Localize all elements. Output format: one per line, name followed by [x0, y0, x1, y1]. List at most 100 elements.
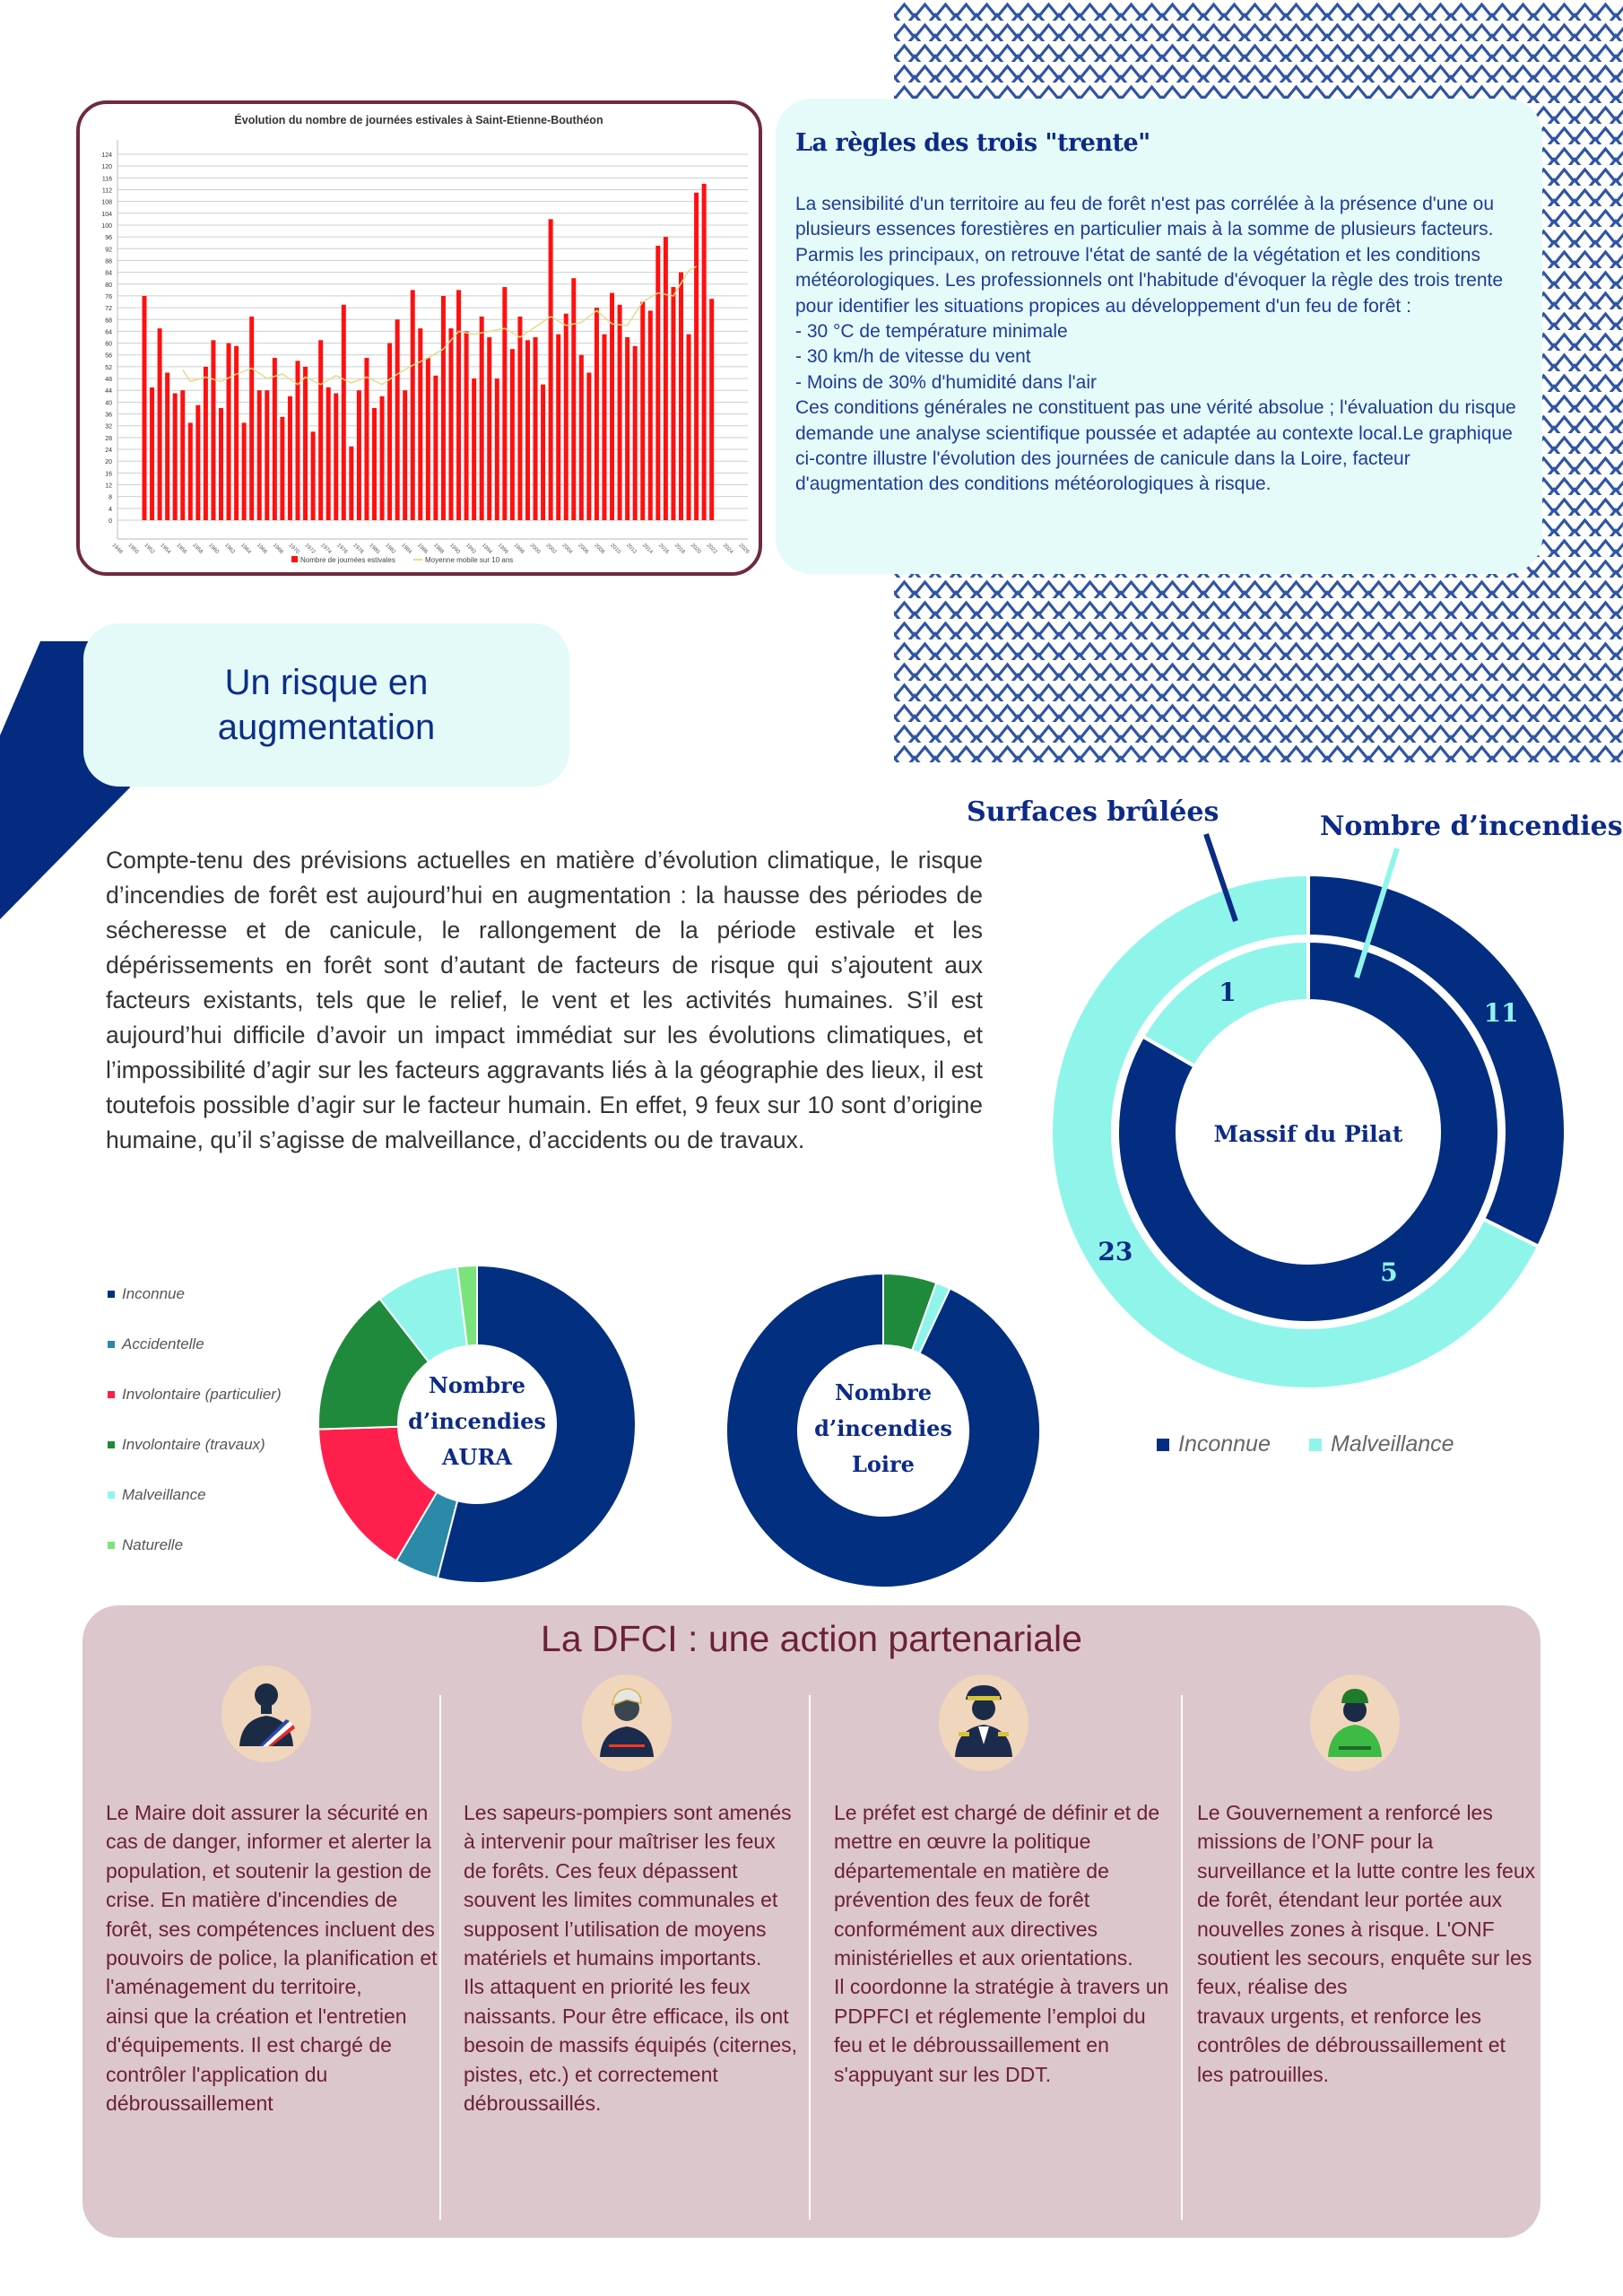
- y-tick-label: 104: [101, 212, 112, 218]
- x-tick-label: 1960: [207, 543, 220, 555]
- dfci-text-onf: Le Gouvernement a renforcé les missions …: [1197, 1801, 1536, 2086]
- legend-swatch: [108, 1341, 115, 1348]
- rule-body: La sensibilité d'un territoire au feu de…: [795, 194, 1516, 495]
- bar: [464, 331, 469, 520]
- bar: [448, 328, 454, 520]
- y-tick-label: 116: [102, 176, 112, 182]
- x-tick-label: 1974: [320, 543, 333, 555]
- legend-label: Involontaire (particulier): [122, 1386, 282, 1403]
- bar: [334, 393, 339, 520]
- summer-days-chart-card: Évolution du nombre de journées estivale…: [76, 100, 762, 576]
- bar: [594, 308, 599, 520]
- bar: [287, 396, 292, 520]
- bar: [709, 299, 715, 520]
- x-tick-label: 1984: [400, 543, 412, 555]
- bar: [372, 407, 377, 520]
- risk-heading-card: Un risque en augmentation: [83, 623, 569, 787]
- bar: [640, 301, 646, 520]
- bar: [272, 358, 277, 520]
- bar: [610, 292, 615, 520]
- legend-item-malveillance: Malveillance: [1309, 1431, 1454, 1457]
- bar: [364, 358, 369, 520]
- bar: [479, 316, 484, 520]
- y-tick-label: 16: [105, 471, 112, 477]
- x-tick-label: 2018: [673, 543, 686, 555]
- bar: [395, 319, 400, 520]
- donut-slice-accidentelle: [395, 1491, 459, 1579]
- bar: [241, 422, 247, 520]
- y-tick-label: 108: [101, 200, 112, 206]
- bar: [203, 366, 208, 520]
- bar: [686, 334, 691, 520]
- donut-slice-naturelle: [456, 1264, 478, 1347]
- x-tick-label: 1992: [464, 543, 477, 555]
- y-tick-label: 52: [105, 365, 112, 371]
- x-tick-label: 1976: [336, 543, 349, 555]
- x-tick-label: 2010: [609, 543, 621, 555]
- bar: [165, 372, 170, 520]
- legend-label: Malveillance: [122, 1486, 206, 1503]
- bar: [502, 287, 508, 520]
- bar: [310, 431, 316, 520]
- bar: [456, 290, 462, 520]
- donut-slice-malveillance: [1140, 938, 1310, 1069]
- bar: [617, 304, 622, 520]
- x-tick-label: 2012: [625, 543, 638, 555]
- data-label: 11: [1484, 998, 1519, 1028]
- y-tick-label: 96: [105, 235, 112, 241]
- bar: [694, 192, 699, 520]
- legend-item: Malveillance: [108, 1486, 206, 1504]
- bar: [517, 316, 523, 520]
- bar: [249, 316, 255, 520]
- bar: [256, 390, 262, 520]
- y-tick-label: 56: [105, 353, 112, 360]
- x-tick-label: 1968: [272, 543, 284, 555]
- dfci-text-firefighters: Les sapeurs-pompiers sont amenés à inter…: [464, 1801, 798, 2116]
- loire-center-label: Nombre d’incendies Loire: [814, 1379, 952, 1477]
- bar: [625, 337, 630, 520]
- legend-label-bars: Nombre de journées estivales: [300, 556, 395, 564]
- bar: [578, 354, 584, 520]
- x-tick-label: 1988: [432, 543, 445, 555]
- legend-label: Inconnue: [122, 1285, 185, 1302]
- bar: [403, 390, 408, 520]
- x-tick-label: 1978: [352, 543, 364, 555]
- x-tick-label: 1972: [304, 543, 317, 555]
- legend-label: Malveillance: [1331, 1431, 1454, 1457]
- dfci-text-prefect: Le préfet est chargé de définir et de me…: [834, 1801, 1169, 2086]
- x-tick-label: 1964: [239, 543, 252, 555]
- y-tick-label: 72: [105, 306, 112, 312]
- bar: [226, 343, 231, 520]
- column-divider: [1181, 1695, 1183, 2220]
- x-tick-label: 2006: [577, 543, 589, 555]
- legend-swatch: [108, 1441, 115, 1448]
- surfaces-pointer-line: [1203, 833, 1238, 922]
- y-tick-label: 100: [101, 223, 112, 230]
- bar: [586, 372, 592, 520]
- prefect-icon: [939, 1674, 1028, 1771]
- ring-label-incendies: Nombre d’incendies: [1320, 811, 1623, 842]
- y-tick-label: 76: [105, 294, 112, 300]
- x-tick-label: 2020: [690, 543, 702, 555]
- y-tick-label: 40: [105, 400, 112, 406]
- legend-swatch-bars: [291, 556, 298, 562]
- summer-days-bar-chart: Évolution du nombre de journées estivale…: [101, 113, 750, 564]
- forest-ranger-icon: [1310, 1674, 1400, 1771]
- y-tick-label: 4: [108, 507, 112, 513]
- y-tick-label: 88: [105, 258, 112, 265]
- bar: [280, 416, 285, 520]
- x-tick-label: 1982: [384, 543, 396, 555]
- legend-label: Accidentelle: [122, 1335, 204, 1352]
- donut-slice-involontaire-travaux: [882, 1272, 938, 1352]
- y-tick-label: 44: [105, 388, 112, 395]
- x-tick-label: 1990: [448, 543, 461, 555]
- y-tick-label: 32: [105, 424, 112, 430]
- bar: [379, 396, 385, 520]
- chart-title: Évolution du nombre de journées estivale…: [234, 113, 603, 126]
- bar: [647, 310, 653, 520]
- donut-slice-malveillance: [910, 1282, 951, 1355]
- x-tick-label: 1948: [111, 543, 124, 555]
- x-tick-label: 2024: [722, 543, 734, 555]
- incendies-pointer-line: [1354, 848, 1400, 978]
- legend-swatch: [1309, 1438, 1322, 1451]
